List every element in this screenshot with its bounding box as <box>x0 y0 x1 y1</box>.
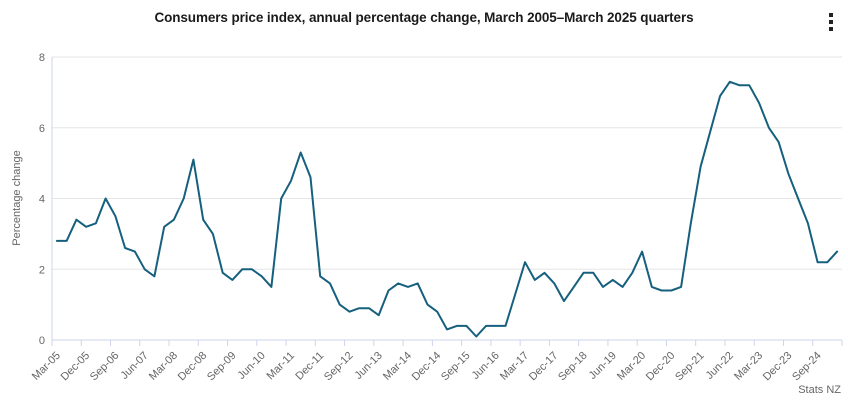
x-tick-label: Mar-05 <box>30 350 63 383</box>
x-tick-label: Mar-14 <box>381 350 414 383</box>
x-tick-label: Jun-19 <box>587 350 619 382</box>
y-tick-label: 2 <box>39 264 45 276</box>
kebab-dot <box>829 20 833 24</box>
x-tick-label: Jun-10 <box>236 350 268 382</box>
x-tick-label: Sep-18 <box>556 350 590 384</box>
x-tick-label: Dec-05 <box>59 350 93 384</box>
x-tick-label: Dec-14 <box>410 350 444 384</box>
x-tick-label: Jun-16 <box>470 350 502 382</box>
x-tick-label: Dec-23 <box>761 350 795 384</box>
x-tick-label: Sep-12 <box>322 350 356 384</box>
chart-title: Consumers price index, annual percentage… <box>154 10 694 25</box>
kebab-dot <box>829 13 833 17</box>
kebab-dot <box>829 27 833 31</box>
x-tick-label: Dec-08 <box>176 350 210 384</box>
y-tick-label: 8 <box>39 52 45 64</box>
x-tick-label: Sep-24 <box>790 350 824 384</box>
x-tick-label: Sep-15 <box>439 350 473 384</box>
x-tick-label: Dec-11 <box>293 350 326 383</box>
x-tick-label: Mar-20 <box>615 350 648 383</box>
x-tick-label: Jun-22 <box>704 350 736 382</box>
x-tick-label: Jun-13 <box>353 350 385 382</box>
kebab-menu-icon[interactable] <box>823 11 839 33</box>
x-tick-label: Dec-17 <box>527 350 561 384</box>
y-tick-label: 6 <box>39 123 45 135</box>
x-tick-label: Mar-11 <box>265 350 298 383</box>
y-tick-label: 0 <box>39 335 45 347</box>
x-tick-label: Mar-23 <box>732 350 765 383</box>
x-tick-label: Sep-21 <box>673 350 707 384</box>
y-tick-label: 4 <box>39 194 45 206</box>
x-tick-label: Jun-07 <box>119 350 151 382</box>
x-tick-label: Sep-09 <box>205 350 239 384</box>
x-tick-label: Mar-08 <box>147 350 180 383</box>
cpi-line-series[interactable] <box>55 80 839 338</box>
x-tick-label: Dec-20 <box>644 350 678 384</box>
x-tick-label: Mar-17 <box>498 350 531 383</box>
x-tick-label: Sep-06 <box>88 350 122 384</box>
attribution: Stats NZ <box>798 384 841 396</box>
